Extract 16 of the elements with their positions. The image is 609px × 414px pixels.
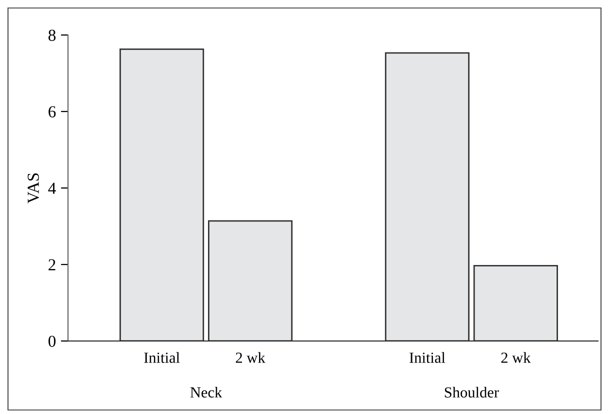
x-tick-label: 2 wk xyxy=(236,352,266,363)
bar xyxy=(208,220,293,341)
text: Shoulder xyxy=(444,386,499,398)
bar xyxy=(384,52,470,341)
x-tick-label: Initial xyxy=(410,352,446,363)
bar xyxy=(473,264,558,341)
y-tick-label: 2 xyxy=(48,259,56,270)
bar xyxy=(120,48,204,341)
y-tick-label: 4 xyxy=(48,182,56,194)
y-tick-label: 6 xyxy=(48,106,56,118)
text: Neck xyxy=(190,386,222,398)
y-tick-label: 0 xyxy=(48,336,56,347)
x-tick-label: Initial xyxy=(144,352,180,363)
x-tick-label: 2 wk xyxy=(501,352,531,363)
y-tick-label: 8 xyxy=(48,30,56,41)
y-axis-title: VAS xyxy=(28,173,40,204)
